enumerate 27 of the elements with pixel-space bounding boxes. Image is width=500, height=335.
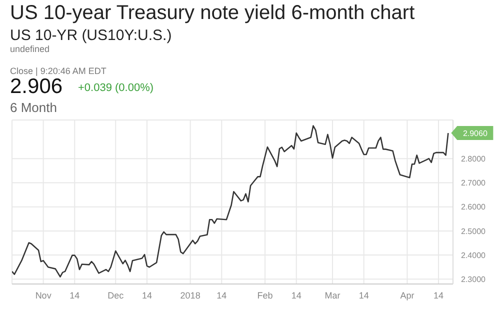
y-tick-label: 2.5000 <box>461 226 486 236</box>
x-tick-label: Dec <box>108 290 124 300</box>
x-tick-label: 14 <box>434 290 444 300</box>
text: +0.039 (0.00%) <box>78 82 154 94</box>
x-tick-label: Mar <box>324 290 340 300</box>
text: undefined <box>10 44 50 54</box>
x-tick-label: Apr <box>400 290 414 300</box>
x-tick-label: 14 <box>70 290 80 300</box>
chart-title: US 10-year Treasury note yield 6-month chart <box>10 2 415 25</box>
annotation: 2.9060 <box>462 129 488 138</box>
chart-subtitle: US 10-YR (US10Y:U.S.) <box>10 27 172 44</box>
x-tick-label: Nov <box>35 290 52 300</box>
text: Close | 9:20:46 AM EDT <box>10 66 106 76</box>
y-tick-label: 2.7000 <box>461 178 486 188</box>
y-tick-label: 2.3000 <box>461 275 486 284</box>
y-tick-label: 2.8000 <box>461 154 486 164</box>
x-tick-label: 2018 <box>180 290 200 300</box>
y-tick-label: 2.4000 <box>461 250 486 260</box>
x-tick-label: 14 <box>291 290 302 300</box>
text: 6 Month <box>10 100 57 115</box>
x-tick-label: 14 <box>216 290 227 300</box>
y-tick-label: 2.6000 <box>461 202 486 212</box>
text: 2.906 <box>10 75 63 99</box>
x-tick-label: 14 <box>358 290 369 300</box>
x-tick-label: 14 <box>142 290 152 300</box>
x-tick-label: Feb <box>257 290 273 300</box>
line-series <box>12 125 449 278</box>
